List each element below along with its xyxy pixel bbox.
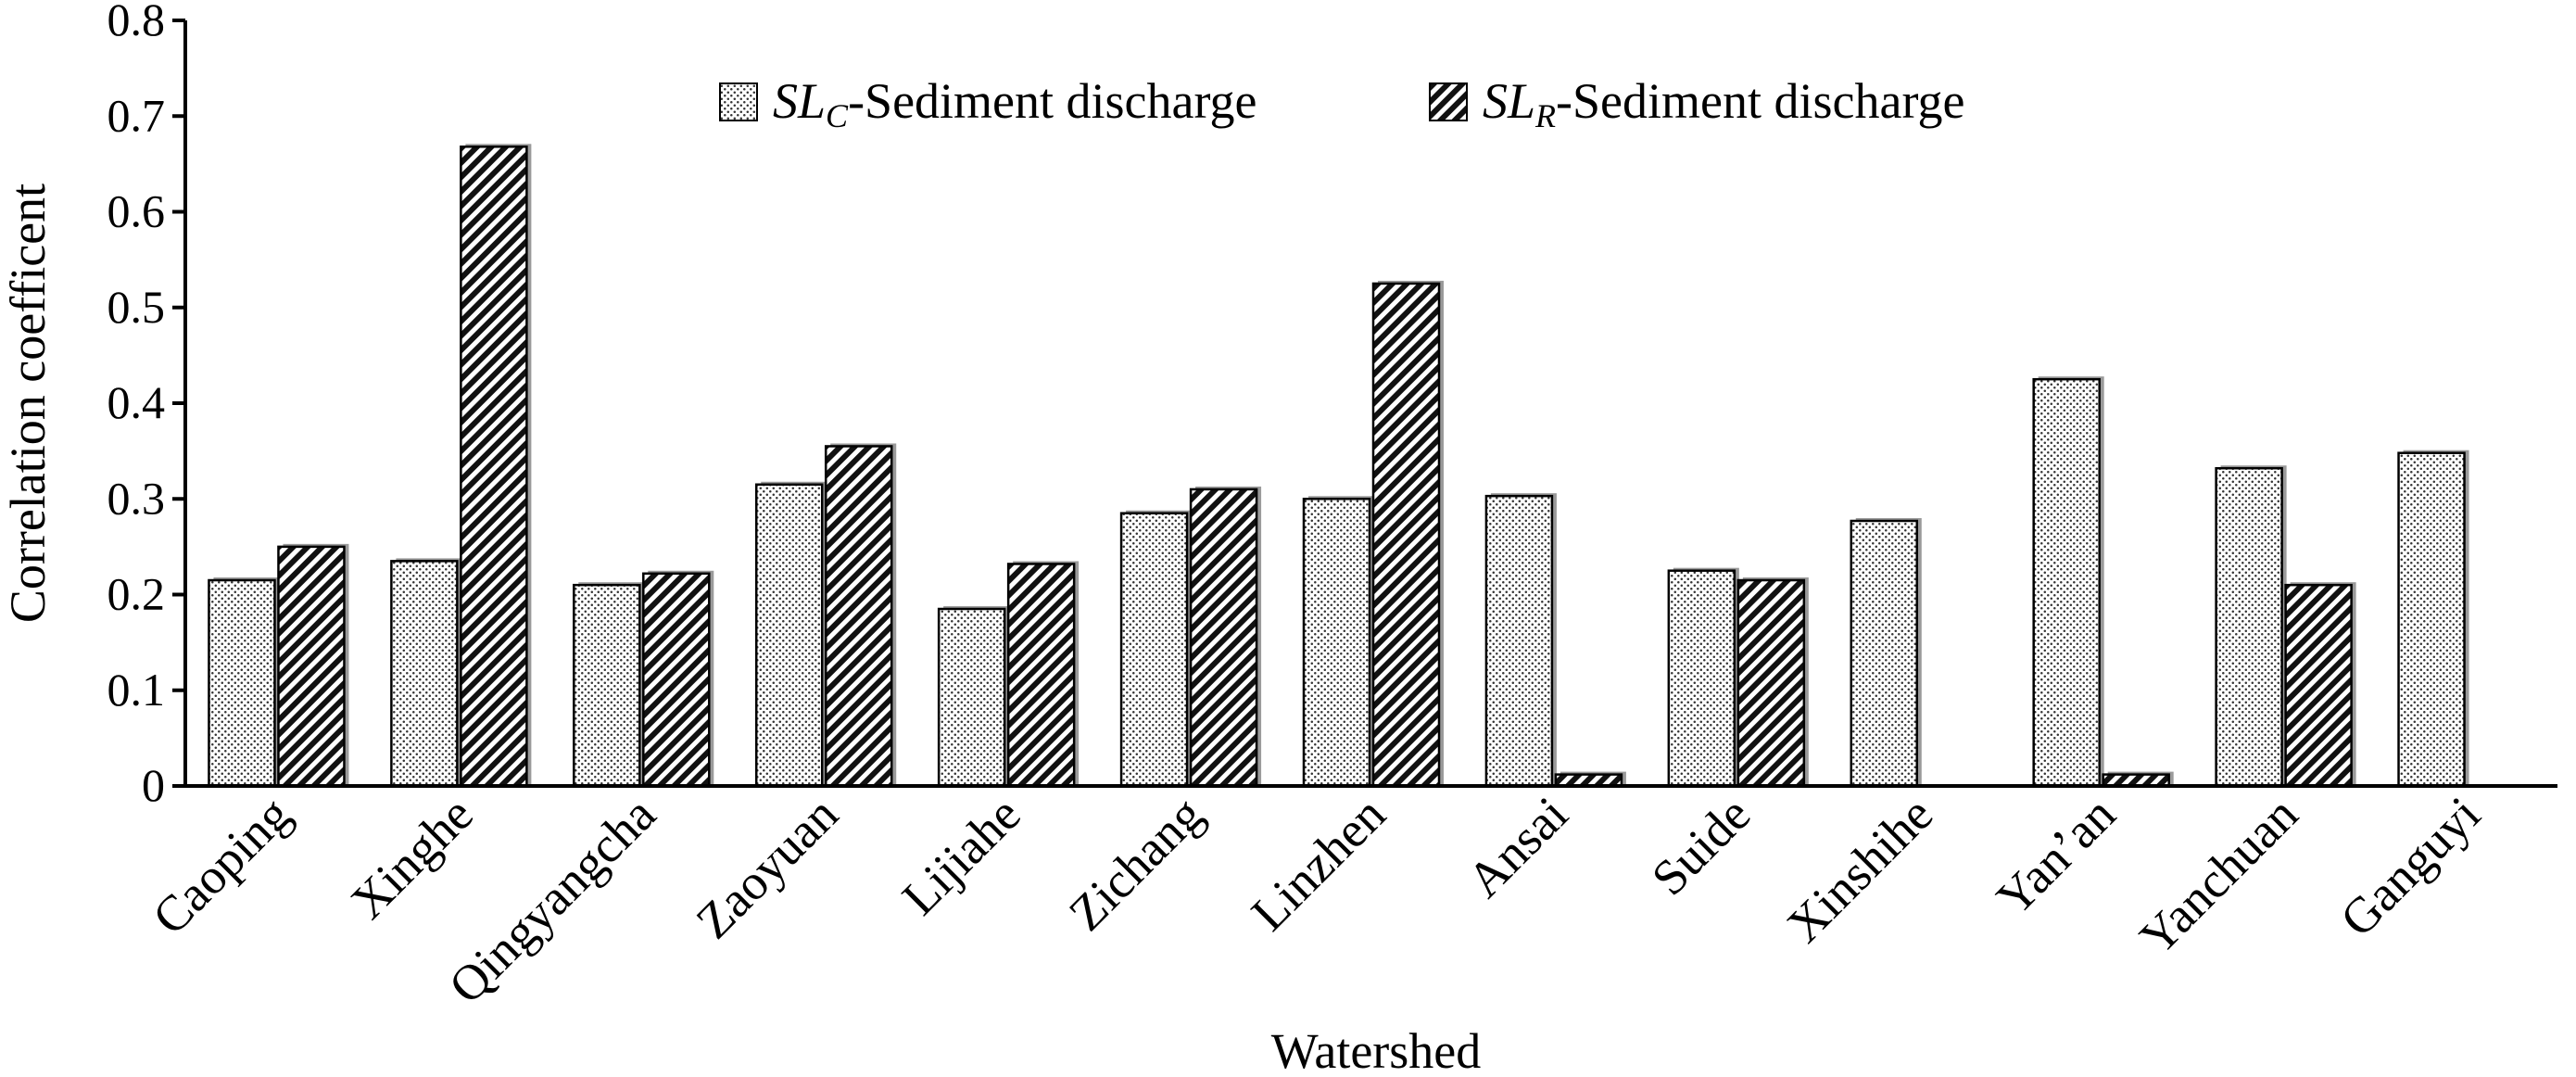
bar-series-1-zaoyuan <box>824 445 893 788</box>
x-category-label: Ansai <box>1457 786 1579 908</box>
y-tick-label: 0.7 <box>107 89 166 141</box>
bar-series-0-ansai <box>1484 494 1554 788</box>
y-tick-label: 0.6 <box>107 185 166 237</box>
bar-series-0-caoping <box>208 578 276 788</box>
legend-swatch-slr <box>1429 82 1468 121</box>
legend: SLC-Sediment discharge SLR-Sediment disc… <box>719 73 1964 134</box>
x-category-label: Xinshihe <box>1776 786 1943 953</box>
bar-series-0-qingyangcha <box>573 583 641 788</box>
bar-series-1-lijiahe <box>1006 563 1076 788</box>
bar-series-0-yanan <box>2032 377 2101 788</box>
bar-series-1-qingyangcha <box>642 572 711 788</box>
bar-series-0-zaoyuan <box>754 483 824 788</box>
y-tick-label: 0.5 <box>107 281 166 333</box>
x-category-label: Ganguyi <box>2330 786 2491 947</box>
y-tick-label: 0.3 <box>107 472 166 524</box>
bar-series-1-caoping <box>277 545 346 788</box>
bar-series-0-ganguyi <box>2397 451 2466 788</box>
x-category-label: Yan’an <box>1986 786 2126 926</box>
legend-label-slc: SLC-Sediment discharge <box>773 73 1256 134</box>
x-category-label: Xinghe <box>340 786 484 930</box>
x-axis-title: Watershed <box>1271 1023 1482 1077</box>
x-category-label: Linzhen <box>1241 786 1396 942</box>
y-tick-label: 0.1 <box>107 664 166 716</box>
bar-series-0-yanchuan <box>2215 466 2283 788</box>
bar-series-0-xinshihe <box>1850 519 1919 788</box>
bar-series-0-zichang <box>1119 512 1189 788</box>
x-category-label: Zichang <box>1058 786 1214 942</box>
bar-series-1-suide <box>1736 578 1806 788</box>
bar-series-1-xinghe <box>460 146 528 788</box>
bar-series-0-suide <box>1667 569 1736 788</box>
plot-area <box>208 144 2469 788</box>
x-category-label: Yanchuan <box>2129 786 2308 965</box>
x-category-label: Suide <box>1641 786 1761 906</box>
y-tick-label: 0 <box>142 759 165 811</box>
y-tick-label: 0.4 <box>107 376 166 428</box>
y-tick-label: 0.2 <box>107 568 166 620</box>
x-category-label: Caoping <box>142 786 301 945</box>
x-category-label: Zaoyuan <box>686 786 849 949</box>
bar-series-1-zichang <box>1189 488 1258 788</box>
x-category-label: Lijiahe <box>891 786 1031 926</box>
legend-swatch-slc <box>719 82 758 121</box>
y-axis-ticks: 0 0.1 0.2 0.3 0.4 0.5 0.6 0.7 0.8 <box>107 0 185 811</box>
legend-label-slr: SLR-Sediment discharge <box>1483 73 1964 134</box>
bar-series-1-yanchuan <box>2284 583 2353 788</box>
bar-series-0-xinghe <box>390 560 459 788</box>
bar-series-0-linzhen <box>1302 498 1371 788</box>
bar-series-1-linzhen <box>1371 282 1441 788</box>
y-axis-title: Correlation coefficent <box>0 184 56 623</box>
y-tick-label: 0.8 <box>107 0 166 45</box>
bar-series-0-lijiahe <box>937 607 1006 788</box>
